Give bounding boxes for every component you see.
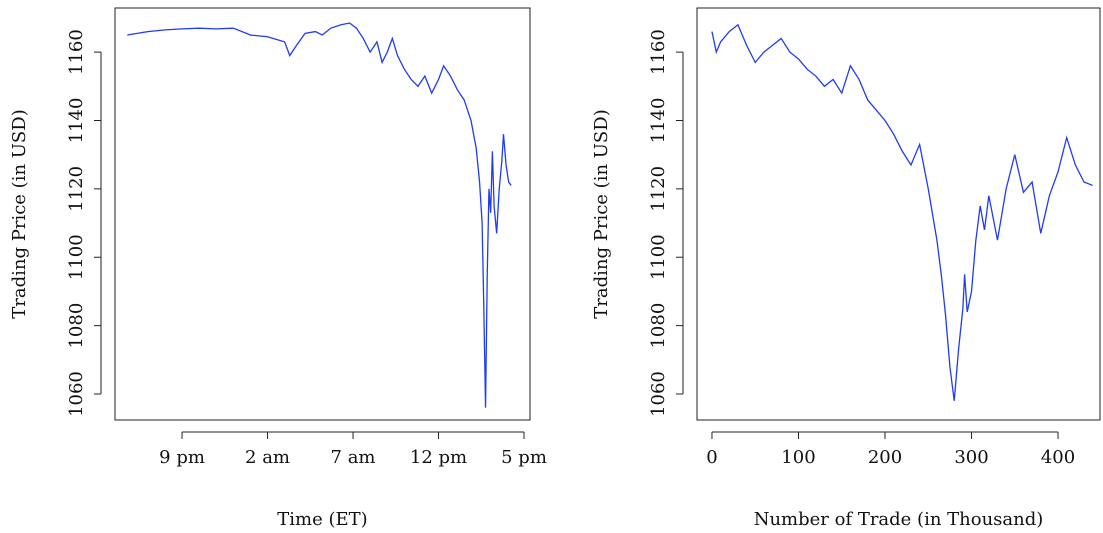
price-line (127, 22, 512, 408)
x-axis-label: Number of Trade (in Thousand) (754, 509, 1044, 530)
y-axis-label: Trading Price (in USD) (591, 109, 612, 318)
x-tick-label: 300 (954, 447, 988, 468)
y-tick-label: 1100 (648, 234, 669, 280)
x-tick-label: 200 (868, 447, 902, 468)
y-tick-label: 1140 (66, 98, 87, 144)
y-tick-label: 1120 (648, 166, 669, 212)
x-tick-label: 100 (781, 447, 815, 468)
x-tick-label: 0 (706, 447, 717, 468)
plot-frame (696, 7, 1101, 421)
x-tick-label: 9 pm (159, 447, 205, 468)
y-tick-label: 1060 (66, 371, 87, 417)
y-tick-label: 1140 (648, 98, 669, 144)
x-tick-label: 400 (1041, 447, 1075, 468)
y-tick-label: 1080 (648, 303, 669, 349)
x-tick-label: 2 am (245, 447, 290, 468)
y-tick-label: 1100 (66, 234, 87, 280)
y-tick-label: 1080 (66, 303, 87, 349)
y-tick-label: 1160 (648, 29, 669, 75)
y-tick-label: 1060 (648, 371, 669, 417)
x-tick-label: 5 pm (501, 447, 547, 468)
y-axis-label: Trading Price (in USD) (9, 109, 30, 318)
x-tick-label: 12 pm (410, 447, 467, 468)
x-axis-label: Time (ET) (277, 509, 367, 530)
x-tick-label: 7 am (331, 447, 376, 468)
y-tick-label: 1120 (66, 166, 87, 212)
price-line (711, 23, 1093, 401)
plot-frame (114, 7, 531, 421)
y-tick-label: 1160 (66, 29, 87, 75)
